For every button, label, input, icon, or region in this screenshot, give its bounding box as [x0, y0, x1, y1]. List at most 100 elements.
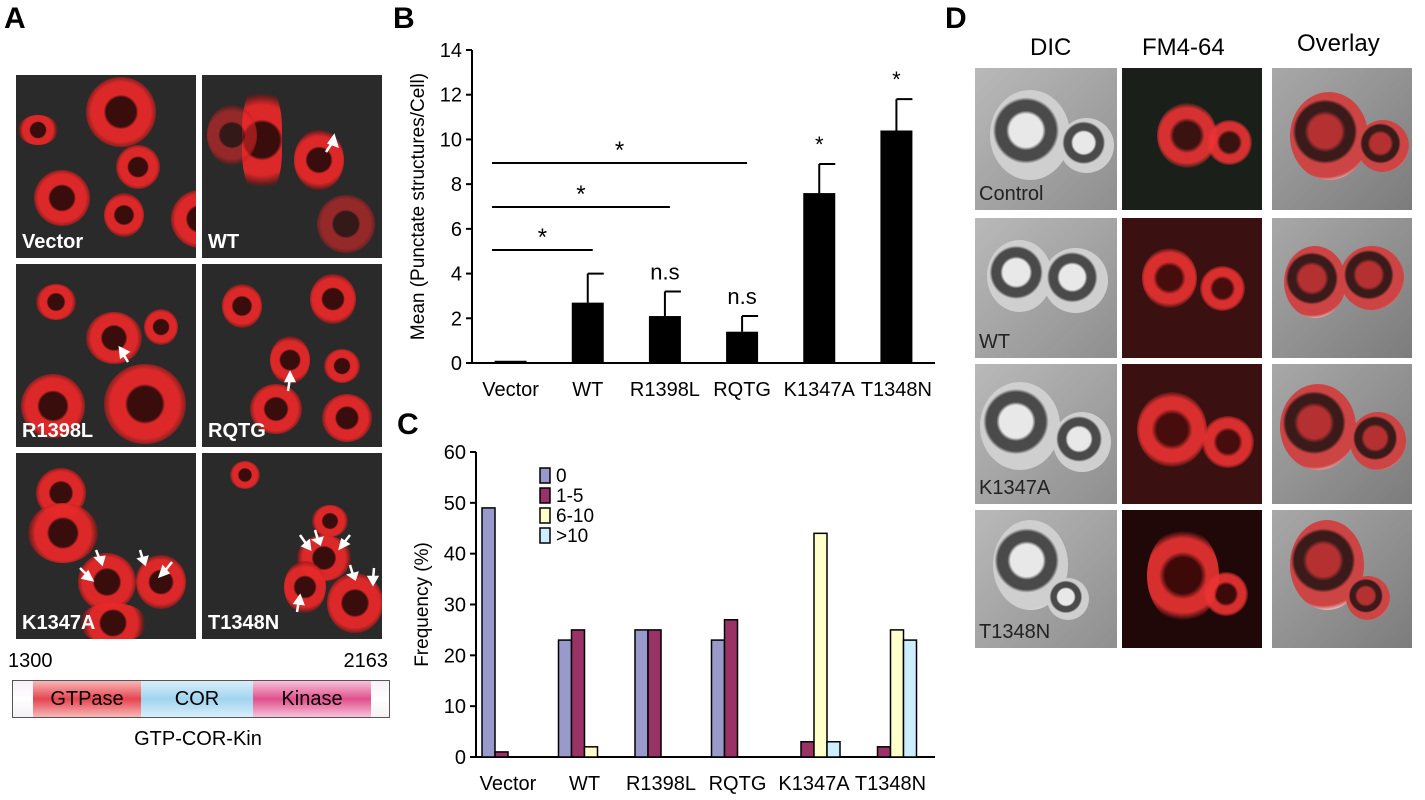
significance-label: * [576, 181, 585, 208]
bar [557, 639, 573, 758]
x-tick-label: T1348N [855, 773, 926, 795]
bar [648, 316, 681, 363]
bar [880, 130, 913, 363]
overlay-image-control [1272, 68, 1412, 210]
micrograph-wt: WT [202, 75, 382, 258]
bar [570, 629, 586, 758]
x-tick-label: RQTG [709, 773, 767, 795]
chart-b: 0 2 4 6 8 10 12 14 Vector WT n.s R1398L n.s RQTG * K134… [408, 40, 935, 401]
row-label-control: Control [979, 183, 1044, 205]
domain-cor: COR [141, 681, 253, 717]
bar [889, 629, 905, 758]
dic-image-wt: WT [975, 218, 1117, 358]
legend-label: 1-5 [556, 486, 583, 507]
fm4-64-image-control [1122, 68, 1262, 210]
bar-annotation: n.s [727, 284, 756, 309]
x-tick-label: WT [569, 773, 600, 795]
domain-name: GTP-COR-Kin [134, 728, 262, 750]
y-tick-label: 40 [444, 544, 466, 566]
dic-image-control: Control [975, 68, 1117, 210]
bar [902, 639, 918, 758]
panel-letter-a: A [4, 2, 26, 35]
bar [726, 331, 759, 363]
domain-kinase-label: Kinase [281, 687, 343, 710]
bar [710, 639, 726, 758]
row-label-t1348n: T1348N [979, 621, 1051, 643]
significance-label: * [615, 137, 624, 164]
micrograph-vector: Vector [16, 75, 196, 258]
dic-image-k1347a: K1347A [975, 364, 1117, 504]
micrograph-label: K1347A [22, 612, 96, 634]
panel-letter-b: B [393, 2, 415, 35]
domain-bar: GTPase COR Kinase [12, 680, 390, 718]
row-label-wt: WT [979, 331, 1011, 353]
column-header-overlay: Overlay [1297, 30, 1380, 57]
column-header-fm4-64: FM4-64 [1142, 34, 1225, 61]
y-axis-label: Frequency (%) [412, 542, 433, 667]
panel-letter-d: D [945, 2, 967, 35]
micrograph-label: RQTG [208, 420, 266, 442]
x-tick-label: K1347A [778, 773, 850, 795]
y-tick-label: 0 [455, 747, 466, 769]
legend-label: 6-10 [556, 506, 594, 527]
legend-swatch [539, 487, 551, 504]
significance-label: * [538, 224, 547, 251]
y-axis-label: Mean (Punctate structures/Cell) [408, 73, 429, 340]
domain-gtpase: GTPase [33, 681, 141, 717]
y-tick-label: 0 [451, 353, 462, 375]
bar-annotation: * [892, 67, 901, 92]
micrograph-r1398l: R1398L [16, 264, 196, 447]
bar [723, 619, 739, 758]
x-tick-label: R1398L [626, 773, 696, 795]
y-tick-label: 10 [444, 696, 466, 718]
y-tick-label: 30 [444, 595, 466, 617]
domain-gtpase-label: GTPase [50, 687, 124, 710]
overlay-image-t1348n [1272, 510, 1412, 648]
domain-start-label: 1300 [8, 650, 53, 672]
x-tick-label: K1347A [784, 379, 856, 401]
y-tick-label: 4 [451, 264, 462, 286]
fm4-64-image-k1347a [1122, 364, 1262, 504]
legend-label: >10 [556, 526, 588, 547]
bar-annotation: * [815, 132, 824, 157]
bar [494, 751, 509, 758]
overlay-image-wt [1272, 218, 1412, 358]
x-tick-label: Vector [480, 773, 537, 795]
micrograph-label: Vector [22, 231, 84, 253]
bar-annotation: n.s [650, 259, 679, 284]
bar [583, 746, 599, 758]
bar [571, 302, 604, 363]
micrograph-k1347a: K1347A [16, 453, 196, 639]
fm4-64-image-wt [1122, 218, 1262, 358]
y-tick-label: 2 [451, 308, 462, 330]
row-label-k1347a: K1347A [979, 477, 1051, 499]
x-tick-label: T1348N [861, 379, 932, 401]
chart-c: 0 10 20 30 40 50 60 Vector WT R1398L RQTG K1347A T13… [412, 442, 935, 795]
y-tick-label: 12 [440, 85, 462, 107]
bar [876, 746, 892, 758]
micrograph-label: R1398L [22, 420, 94, 442]
legend-label: 0 [556, 466, 567, 487]
y-tick-label: 6 [451, 219, 462, 241]
domain-schematic: 1300 2163 GTPase COR Kinase GTP-COR-Kin [8, 650, 390, 760]
bar [803, 193, 836, 363]
y-tick-label: 20 [444, 645, 466, 667]
bar [826, 741, 841, 758]
column-header-dic: DIC [1030, 34, 1072, 61]
bar [647, 629, 662, 758]
bar [813, 532, 828, 758]
domain-kinase: Kinase [253, 681, 371, 717]
x-tick-label: RQTG [713, 379, 771, 401]
micrograph-t1348n: T1348N [202, 453, 382, 639]
x-tick-label: R1398L [630, 379, 700, 401]
bar [481, 507, 496, 758]
dic-image-t1348n: T1348N [975, 510, 1117, 648]
overlay-image-k1347a [1272, 364, 1412, 504]
fm4-64-image-t1348n [1122, 510, 1262, 648]
bar [494, 360, 527, 363]
bar [800, 741, 815, 758]
micrograph-label: WT [208, 231, 240, 253]
legend-swatch [539, 527, 551, 544]
bar [634, 629, 649, 758]
y-tick-label: 14 [440, 40, 462, 62]
